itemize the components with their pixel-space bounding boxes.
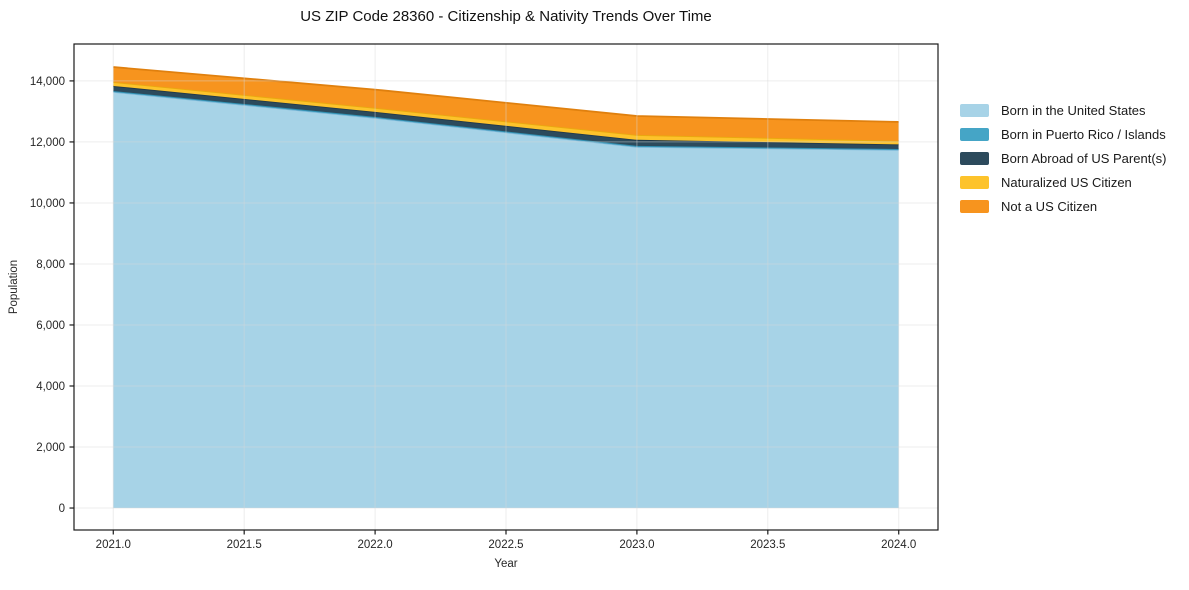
legend-label: Born in Puerto Rico / Islands [1001, 127, 1166, 142]
y-axis-label: Population [8, 259, 20, 315]
x-tick-label: 2021.0 [96, 539, 131, 551]
legend: Born in the United States Born in Puerto… [960, 103, 1166, 214]
legend-swatch-born-pr-islands [960, 128, 989, 141]
legend-item-born-abroad: Born Abroad of US Parent(s) [960, 151, 1166, 166]
x-tick-label: 2023.0 [619, 539, 654, 551]
legend-item-born-pr-islands: Born in Puerto Rico / Islands [960, 127, 1166, 142]
x-tick-label: 2023.5 [750, 539, 785, 551]
x-tick-label: 2022.5 [488, 539, 523, 551]
area-not-a-us-citizen [113, 67, 899, 141]
y-tick-label: 4,000 [36, 381, 65, 393]
legend-item-naturalized: Naturalized US Citizen [960, 175, 1166, 190]
area-born-in-the-united-states [113, 91, 899, 509]
x-tick-label: 2024.0 [881, 539, 916, 551]
legend-label: Not a US Citizen [1001, 199, 1098, 214]
y-tick-label: 14,000 [30, 76, 65, 88]
area-edge-born-in-the-united-states [113, 91, 899, 151]
y-tick-label: 12,000 [30, 137, 65, 149]
legend-item-born-in-us: Born in the United States [960, 103, 1166, 118]
legend-swatch-naturalized [960, 176, 989, 189]
x-tick-label: 2022.0 [357, 539, 392, 551]
y-tick-label: 0 [59, 503, 65, 515]
legend-label: Born Abroad of US Parent(s) [1001, 151, 1167, 166]
legend-swatch-not-citizen [960, 200, 989, 213]
y-tick-label: 8,000 [36, 259, 65, 271]
area-edge-not-a-us-citizen [113, 66, 899, 123]
x-tick-label: 2021.5 [227, 539, 262, 551]
chart-title: US ZIP Code 28360 - Citizenship & Nativi… [300, 8, 712, 25]
y-tick-label: 10,000 [30, 198, 65, 210]
legend-swatch-born-abroad [960, 152, 989, 165]
legend-label: Born in the United States [1001, 103, 1146, 118]
y-tick-label: 2,000 [36, 442, 65, 454]
x-axis-label: Year [494, 558, 518, 570]
y-tick-label: 6,000 [36, 320, 65, 332]
legend-item-not-citizen: Not a US Citizen [960, 199, 1166, 214]
legend-swatch-born-in-us [960, 104, 989, 117]
legend-label: Naturalized US Citizen [1001, 175, 1132, 190]
